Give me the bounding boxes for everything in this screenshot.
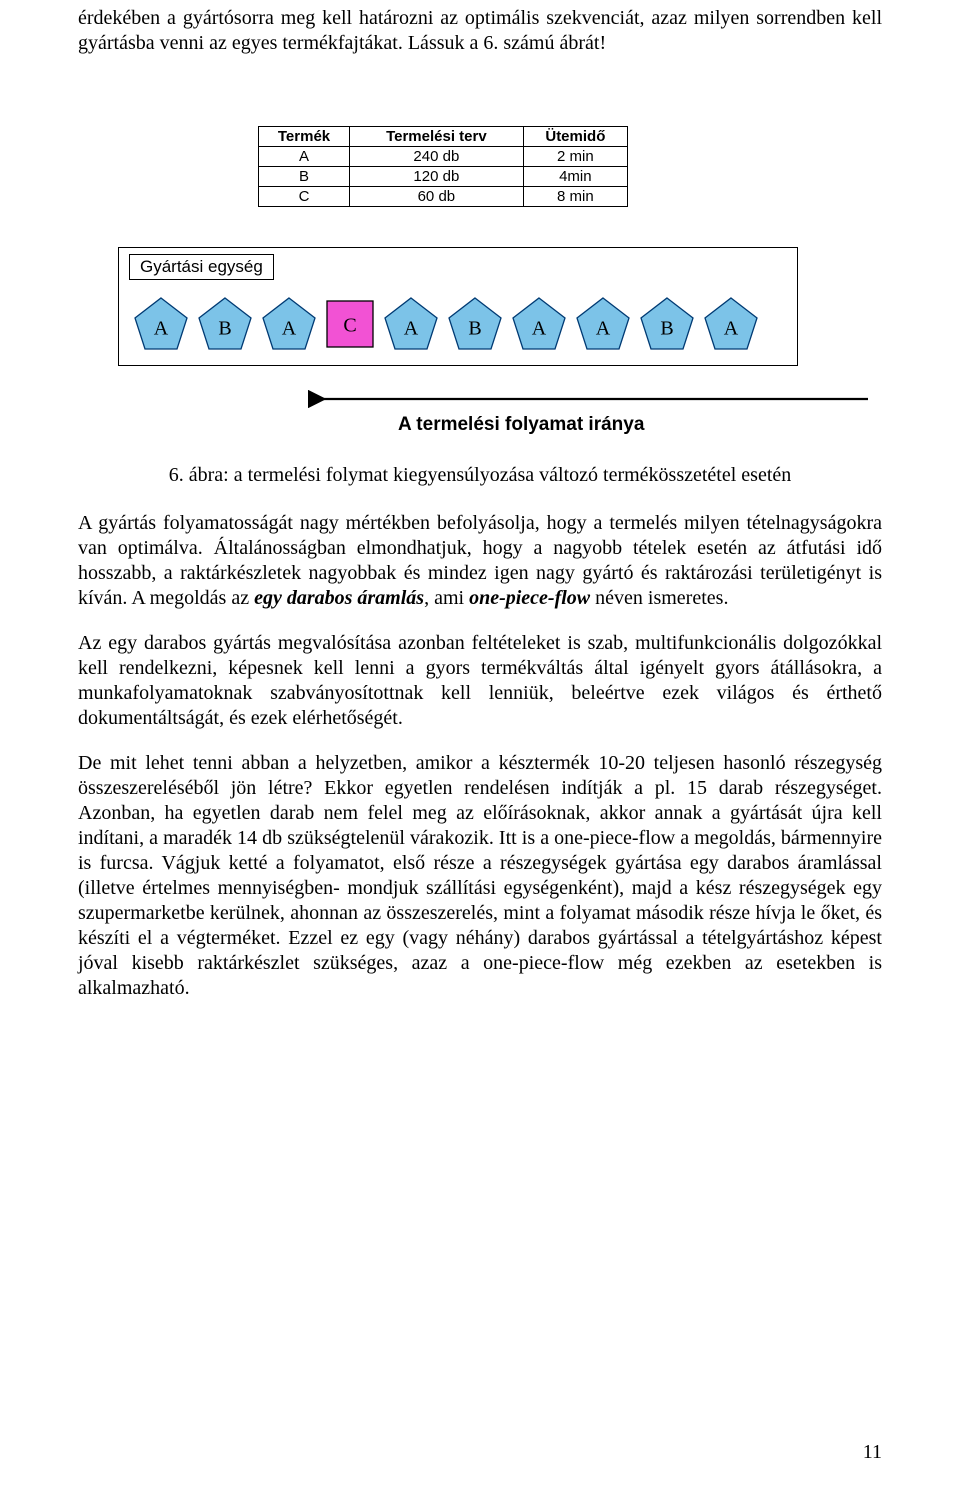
table-cell: C (259, 187, 350, 207)
shape-label: A (596, 318, 611, 340)
th-product: Termék (259, 127, 350, 147)
figure-caption: 6. ábra: a termelési folymat kiegyensúly… (78, 464, 882, 487)
shape-label: A (532, 318, 547, 340)
pentagon-icon: B (197, 296, 253, 351)
p1-em-1: egy darabos áramlás (254, 587, 424, 609)
shape-label: C (343, 314, 356, 336)
shape-label: B (218, 318, 231, 340)
table-cell: B (259, 167, 350, 187)
table-row: A240 db2 min (259, 147, 628, 167)
production-table-wrap: Termék Termelési terv Ütemidő A240 db2 m… (258, 126, 628, 207)
shape-label: A (724, 318, 739, 340)
th-plan: Termelési terv (350, 127, 524, 147)
pentagon-icon: B (639, 296, 695, 351)
p1-text-c: néven ismeretes. (590, 587, 728, 609)
p1-text-b: , ami (424, 587, 469, 609)
shape-label: B (660, 318, 673, 340)
p1-em-2: one-piece-flow (469, 587, 590, 609)
diagram-wrap: Gyártási egység A B A C A B A A B A A termelési f… (118, 247, 882, 436)
table-row: B120 db4min (259, 167, 628, 187)
intro-paragraph: érdekében a gyártósorra meg kell határoz… (78, 6, 882, 56)
shape-label: A (404, 318, 419, 340)
flow-arrow-icon (308, 390, 868, 408)
shape-label: A (282, 318, 297, 340)
square-icon: C (325, 299, 375, 349)
table-row: C60 db8 min (259, 187, 628, 207)
arrow-wrap (308, 390, 882, 408)
pentagon-icon: A (703, 296, 759, 351)
table-cell: 8 min (523, 187, 627, 207)
table-cell: A (259, 147, 350, 167)
shapes-row: ABACABAABA (129, 296, 787, 351)
pentagon-icon: A (383, 296, 439, 351)
pentagon-icon: A (261, 296, 317, 351)
unit-title: Gyártási egység (129, 254, 274, 280)
table-cell: 4min (523, 167, 627, 187)
page-number: 11 (863, 1441, 882, 1464)
pentagon-icon: B (447, 296, 503, 351)
table-cell: 2 min (523, 147, 627, 167)
paragraph-3: De mit lehet tenni abban a helyzetben, a… (78, 751, 882, 1001)
table-cell: 240 db (350, 147, 524, 167)
pentagon-icon: A (133, 296, 189, 351)
table-cell: 120 db (350, 167, 524, 187)
flow-caption: A termelési folyamat iránya (398, 414, 882, 436)
shape-label: B (468, 318, 481, 340)
paragraph-2: Az egy darabos gyártás megvalósítása azo… (78, 631, 882, 731)
pentagon-icon: A (511, 296, 567, 351)
production-table: Termék Termelési terv Ütemidő A240 db2 m… (258, 126, 628, 207)
th-cycle: Ütemidő (523, 127, 627, 147)
table-cell: 60 db (350, 187, 524, 207)
pentagon-icon: A (575, 296, 631, 351)
paragraph-1: A gyártás folyamatosságát nagy mértékben… (78, 511, 882, 611)
shape-label: A (154, 318, 169, 340)
unit-box: Gyártási egység A B A C A B A A B A (118, 247, 798, 366)
